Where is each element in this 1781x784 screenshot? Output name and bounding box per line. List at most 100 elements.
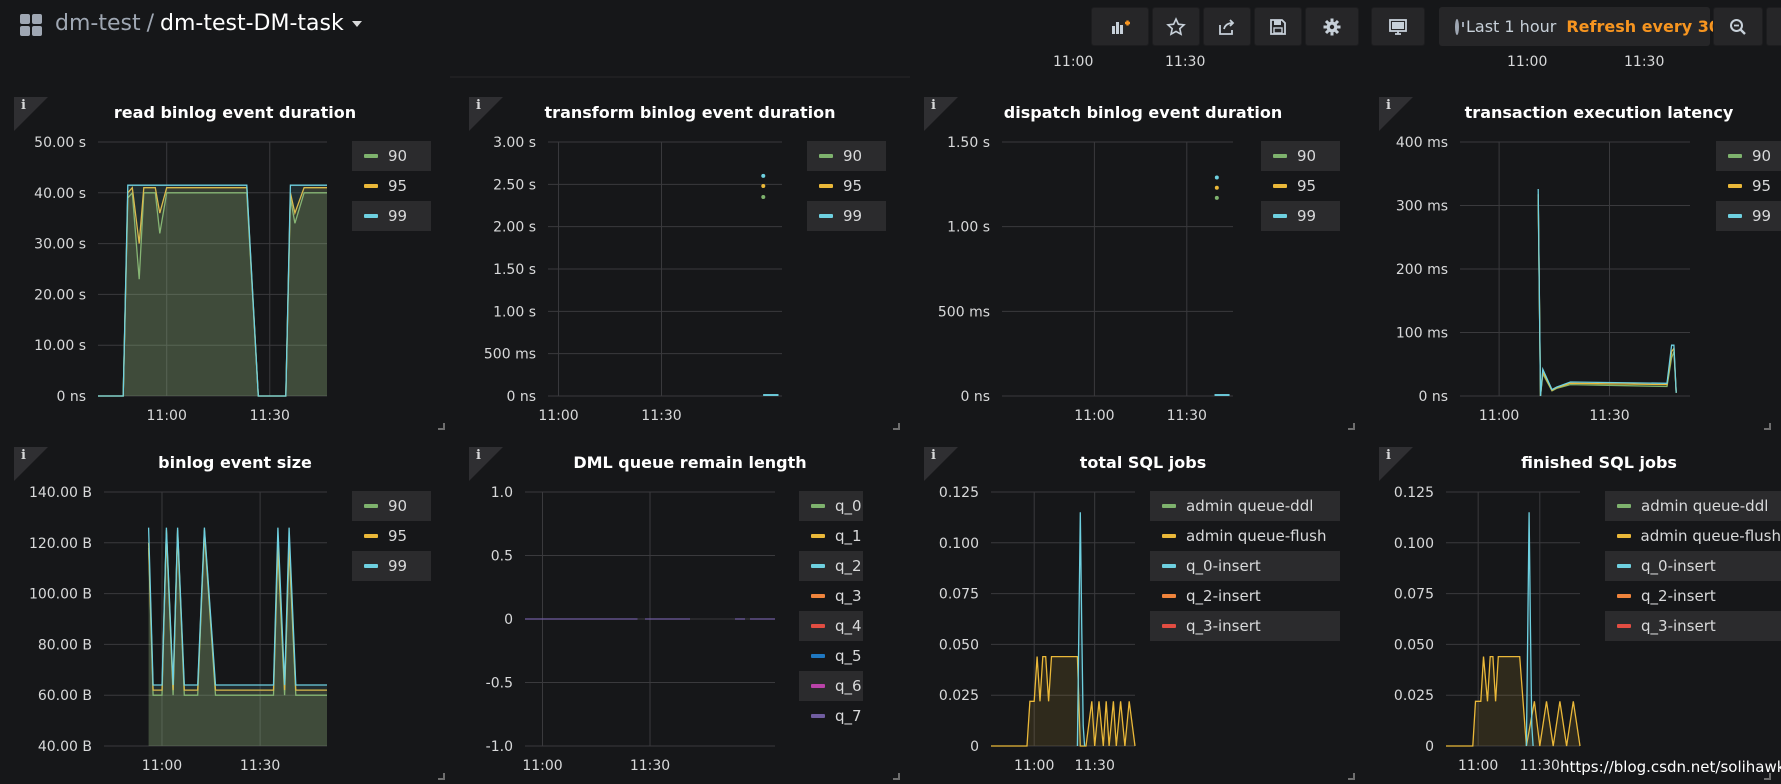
save-button[interactable] [1254, 7, 1302, 46]
dashboard-title[interactable]: dm-test-DM-task [160, 11, 344, 36]
legend-label: 99 [388, 207, 408, 225]
legend-item[interactable]: q_7 [799, 701, 863, 731]
panel-title[interactable]: transaction execution latency [1464, 103, 1734, 122]
legend-item[interactable]: q_2 [799, 551, 863, 581]
graph-panel[interactable]: i transform binlog event duration [455, 87, 904, 430]
panel-title[interactable]: total SQL jobs [1079, 453, 1207, 472]
panel-info-corner[interactable] [1379, 447, 1413, 481]
panel-title[interactable]: read binlog event duration [113, 103, 357, 122]
legend-item[interactable]: q_1 [799, 521, 863, 551]
panel-title[interactable]: finished SQL jobs [1521, 453, 1677, 472]
info-icon[interactable]: i [1386, 98, 1391, 113]
series-line [1525, 512, 1534, 747]
legend-label: q_6 [835, 677, 862, 695]
panel-title[interactable]: DML queue remain length [573, 453, 807, 472]
legend-item[interactable]: q_5 [799, 641, 863, 671]
legend-swatch-icon [811, 534, 825, 538]
resize-handle-icon[interactable] [893, 423, 900, 430]
legend-swatch-icon [811, 564, 825, 568]
legend-item[interactable]: q_2-insert [1150, 581, 1340, 611]
folder-link[interactable]: dm-test [55, 11, 141, 36]
legend-item[interactable]: q_4 [799, 611, 863, 641]
legend-item[interactable]: q_6 [799, 671, 863, 701]
resize-handle-icon[interactable] [1764, 773, 1771, 780]
graph-panel[interactable]: i dispatch binlog event duration [910, 87, 1359, 430]
legend-item[interactable]: 90 [807, 141, 886, 171]
info-icon[interactable]: i [931, 448, 936, 463]
panel-info-corner[interactable] [14, 97, 48, 131]
legend-item[interactable]: q_3-insert [1150, 611, 1340, 641]
legend-swatch-icon [364, 564, 378, 568]
legend-item[interactable]: 95 [1261, 171, 1340, 201]
resize-handle-icon[interactable] [1764, 423, 1771, 430]
add-panel-button[interactable] [1091, 7, 1149, 46]
legend-item[interactable]: q_0 [799, 491, 863, 521]
legend-item[interactable]: admin queue-flush [1605, 521, 1781, 551]
info-icon[interactable]: i [21, 448, 26, 463]
panel-info-corner[interactable] [924, 97, 958, 131]
legend-label: admin queue-ddl [1641, 497, 1769, 515]
legend-item[interactable]: q_3 [799, 581, 863, 611]
y-tick-label: 100 ms [1396, 326, 1448, 342]
settings-button[interactable] [1305, 7, 1359, 46]
panel-info-corner[interactable] [1379, 97, 1413, 131]
chevron-down-icon[interactable] [351, 21, 362, 27]
graph-panel[interactable]: i transaction execution latency [1365, 87, 1775, 430]
resize-handle-icon[interactable] [438, 773, 445, 780]
info-icon[interactable]: i [1386, 448, 1391, 463]
legend-item[interactable]: 95 [352, 171, 431, 201]
legend-item[interactable]: admin queue-ddl [1150, 491, 1340, 521]
panel-info-corner[interactable] [469, 97, 503, 131]
time-range-picker[interactable]: Last 1 hour Refresh every 30s [1439, 7, 1730, 46]
info-icon[interactable]: i [931, 98, 936, 113]
legend-item[interactable]: 95 [352, 521, 431, 551]
panel-title[interactable]: dispatch binlog event duration [1003, 103, 1283, 122]
y-tick-label: 0 ns [1418, 389, 1448, 405]
legend-item[interactable]: q_0-insert [1605, 551, 1781, 581]
tv-mode-button[interactable] [1371, 7, 1425, 46]
legend-item[interactable]: 99 [352, 201, 431, 231]
legend-item[interactable]: 90 [352, 141, 431, 171]
dashboard-grid-icon[interactable] [20, 14, 42, 36]
info-icon[interactable]: i [476, 448, 481, 463]
legend-item[interactable]: 90 [1261, 141, 1340, 171]
legend-item[interactable]: 99 [1716, 201, 1781, 231]
share-button[interactable] [1203, 7, 1251, 46]
legend-item[interactable]: 90 [352, 491, 431, 521]
panel-title[interactable]: transform binlog event duration [544, 103, 836, 122]
legend-item[interactable]: q_3-insert [1605, 611, 1781, 641]
star-button[interactable] [1152, 7, 1200, 46]
info-icon[interactable]: i [21, 98, 26, 113]
legend-item[interactable]: q_2-insert [1605, 581, 1781, 611]
legend-item[interactable]: 99 [1261, 201, 1340, 231]
resize-handle-icon[interactable] [438, 423, 445, 430]
graph-panel[interactable]: i DML queue remain length [455, 437, 904, 780]
legend-item[interactable]: 95 [1716, 171, 1781, 201]
legend-item[interactable]: admin queue-ddl [1605, 491, 1781, 521]
info-icon[interactable]: i [476, 98, 481, 113]
legend-item[interactable]: admin queue-flush [1150, 521, 1340, 551]
graph-panel[interactable]: i total SQL jobs [910, 437, 1359, 780]
panel-info-corner[interactable] [924, 447, 958, 481]
graph-panel[interactable]: i read binlog event duration [0, 87, 449, 430]
resize-handle-icon[interactable] [1348, 773, 1355, 780]
legend-item[interactable]: 95 [807, 171, 886, 201]
legend-label: 90 [1297, 147, 1317, 165]
legend-item[interactable]: 99 [352, 551, 431, 581]
panel-info-corner[interactable] [14, 447, 48, 481]
resize-handle-icon[interactable] [893, 773, 900, 780]
legend-item[interactable]: 90 [1716, 141, 1781, 171]
legend-item[interactable]: q_0-insert [1150, 551, 1340, 581]
legend-item[interactable]: 99 [807, 201, 886, 231]
graph-panel[interactable]: i binlog event size [0, 437, 449, 780]
refresh-button[interactable] [1766, 7, 1781, 46]
zoom-out-button[interactable] [1713, 7, 1763, 46]
panel-info-corner[interactable] [469, 447, 503, 481]
x-tick-label: 11:30 [240, 758, 280, 774]
graph-panel[interactable]: i finished SQL jobs [1365, 437, 1775, 780]
resize-handle-icon[interactable] [1348, 423, 1355, 430]
panel-title[interactable]: binlog event size [158, 453, 312, 472]
y-tick-label: 40.00 B [38, 739, 92, 755]
